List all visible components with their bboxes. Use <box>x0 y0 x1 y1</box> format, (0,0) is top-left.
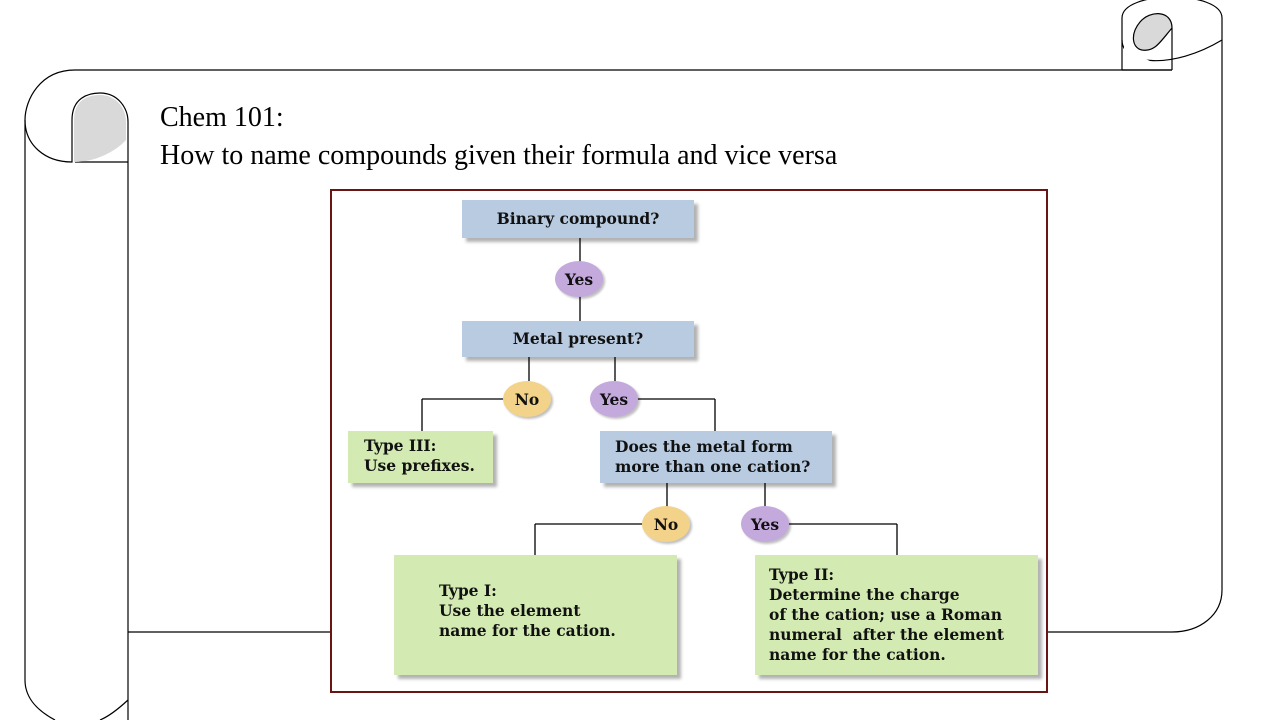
slide-title: Chem 101: <box>160 102 284 133</box>
type-1-result-box: Type I: Use the element name for the cat… <box>394 555 677 675</box>
no-label: No <box>653 514 679 534</box>
type-2-heading: Type II: <box>769 565 835 584</box>
yes-oval: Yes <box>590 381 638 417</box>
no-label: No <box>514 389 540 409</box>
type-3-rule: Use prefixes. <box>364 456 475 475</box>
type-1-heading: Type I: <box>439 581 497 600</box>
yes-oval: Yes <box>555 261 603 297</box>
slide-subtitle: How to name compounds given their formul… <box>160 140 838 171</box>
yes-label: Yes <box>564 269 594 289</box>
cation-question-line-1: Does the metal form <box>615 437 793 456</box>
type-1-rule-line-2: name for the cation. <box>439 621 616 640</box>
type-2-rule-line-2: of the cation; use a Roman <box>769 605 1002 624</box>
type-3-result-box: Type III: Use prefixes. <box>348 431 493 483</box>
type-1-rule-line-1: Use the element <box>439 601 581 620</box>
type-2-result-box: Type II: Determine the charge of the cat… <box>755 555 1038 675</box>
type-2-rule-line-1: Determine the charge <box>769 585 960 604</box>
binary-question-text: Binary compound? <box>496 209 660 228</box>
metal-question-text: Metal present? <box>512 329 644 348</box>
type-2-rule-line-4: name for the cation. <box>769 645 946 664</box>
yes-label: Yes <box>599 389 629 409</box>
no-oval: No <box>503 381 551 417</box>
cation-question-line-2: more than one cation? <box>615 457 811 476</box>
cation-question-box: Does the metal form more than one cation… <box>600 431 832 483</box>
metal-question-box: Metal present? <box>462 321 694 357</box>
no-oval: No <box>642 506 690 542</box>
flowchart-frame: Binary compound? Yes Metal present? No Y… <box>330 189 1048 693</box>
yes-label: Yes <box>750 514 780 534</box>
yes-oval: Yes <box>741 506 789 542</box>
binary-question-box: Binary compound? <box>462 200 694 238</box>
type-2-rule-line-3: numeral after the element <box>769 625 1004 644</box>
type-3-heading: Type III: <box>364 436 437 455</box>
